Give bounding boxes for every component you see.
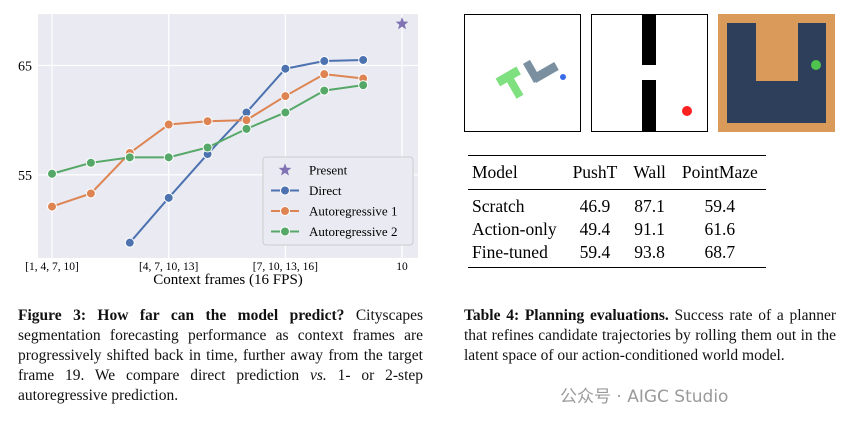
point [85,188,96,199]
point [280,63,291,74]
caption-text: Success rate of a planner that refines c… [464,307,836,364]
wall-top [642,15,656,65]
table-row: Action-only 49.4 91.1 61.6 [468,218,766,241]
maze-border [718,14,835,23]
x-axis-label: Context frames (16 FPS) [153,272,303,288]
point [124,152,135,163]
maze-border [718,123,835,132]
wall-agent [682,106,692,116]
pusht-panel [464,14,581,132]
table-header: Model PushT Wall PointMaze [468,156,766,190]
point [280,107,291,118]
caption-title: Table 4: Planning evaluations. [464,307,669,324]
table-cell: 91.1 [634,219,665,239]
table-body: Scratch 46.9 87.1 59.4 Action-only 49.4 91.1 61… [468,190,766,268]
watermark: 公众号 · AIGC Studio [560,387,729,407]
pusht-agent [560,74,566,80]
point [358,80,369,91]
y-tick-label: 65 [18,59,32,74]
star-marker [395,17,409,30]
star-marker [278,163,292,176]
table-row: Scratch 46.9 87.1 59.4 [468,190,766,219]
point [85,157,96,168]
table-row: Fine-tuned 59.4 93.8 68.7 [468,241,766,268]
x-tick-label: [7, 10, 13, 16] [253,261,318,273]
maze-wall [756,23,798,81]
legend-label: Present [309,163,348,178]
point [241,123,252,134]
point [280,226,290,237]
x-tick-label: 10 [396,261,408,273]
table-cell: 61.6 [704,219,736,239]
header-cell: PushT [572,162,618,182]
point [280,91,291,102]
planning-images [464,14,835,132]
legend-box [262,156,414,246]
table-cell: 87.1 [634,196,665,216]
y-tick-label: 55 [18,169,32,184]
header-cell: PointMaze [681,162,758,182]
x-tick-label: [1, 4, 7, 10] [25,261,79,273]
figure-caption: Figure 3: How far can the model predict?… [18,306,423,406]
chart: Context frames (16 FPS) 55 65 [1, 4, 7, 10… [18,14,418,288]
legend-label: Direct [309,183,342,198]
point [163,152,174,163]
wall-bottom [642,80,656,131]
caption-text: Cityscapes segmentation forecasting perf… [18,307,423,384]
point [319,56,330,67]
table-cell: 46.9 [579,196,611,216]
table-cell: 49.4 [579,219,611,239]
maze-border [718,14,727,132]
point [163,192,174,203]
header-cell: Wall [633,162,666,182]
header-cell: Model [472,162,518,182]
pusht-gray-t [523,59,559,83]
maze-agent [811,60,821,70]
point [47,168,58,179]
table-cell: Scratch [472,196,525,216]
point [47,201,58,212]
point [202,116,213,127]
caption-text: 1- or 2-step autoregressive prediction. [18,367,424,404]
table-cell: 68.7 [704,242,736,262]
table-cell: 59.4 [579,242,611,262]
table-cell: Fine-tuned [472,242,548,262]
point [280,206,290,216]
table-cell: 93.8 [634,242,665,262]
point [280,185,290,196]
table-caption: Table 4: Planning evaluations. Success r… [464,306,836,366]
x-tick-label: [4, 7, 10, 13] [139,261,198,273]
point [319,69,330,80]
caption-title: Figure 3: How far can the model predict? [18,307,345,324]
point [163,119,174,130]
legend-label: Autoregressive 1 [309,204,397,219]
table-cell: Action-only [472,219,557,239]
pusht-green-t [495,66,524,99]
legend-label: Autoregressive 2 [309,224,397,239]
table-cell: 59.4 [704,196,736,216]
results-table: Model PushT Wall PointMaze Scratch 46.9 87.1 5… [468,155,766,268]
point [202,142,213,153]
point [241,115,252,126]
point [319,85,330,96]
point [358,54,369,65]
point [124,237,135,248]
maze-border [826,14,835,132]
caption-emphasis: vs. [310,367,327,384]
